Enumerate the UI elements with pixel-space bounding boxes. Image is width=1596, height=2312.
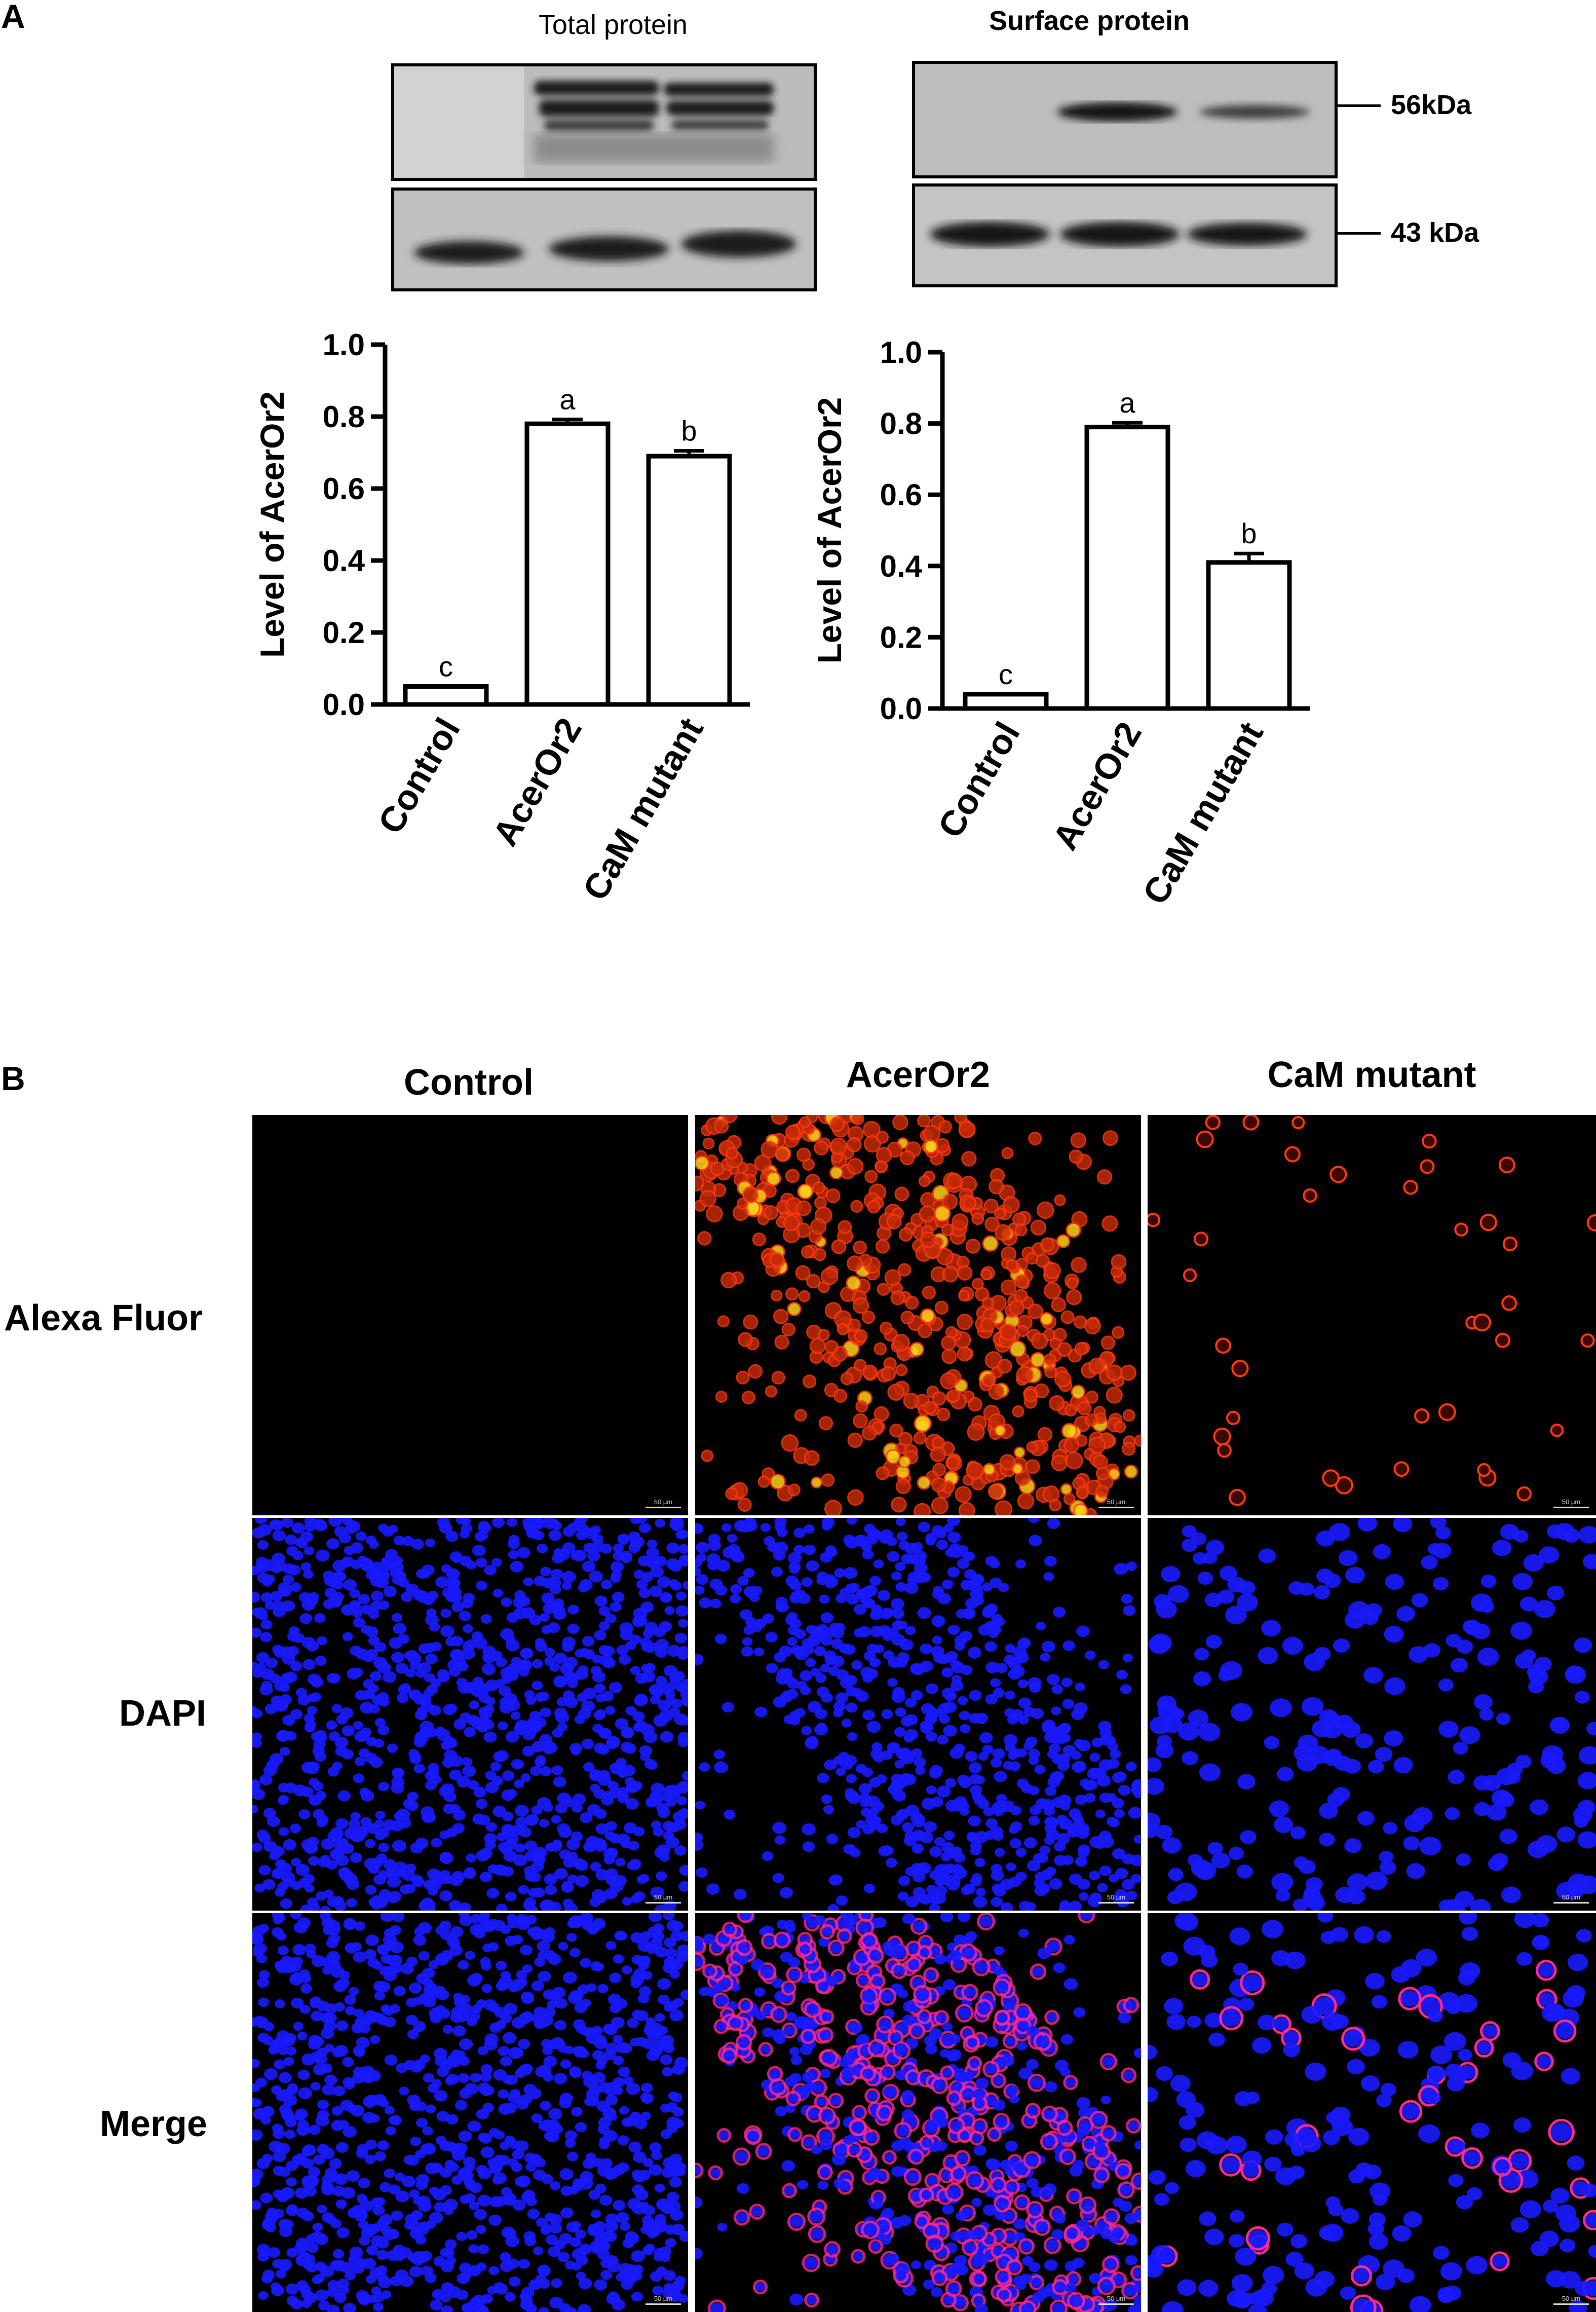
scale-bar-line <box>645 1902 681 1904</box>
chart2-ytick-label: 0.4 <box>880 549 923 583</box>
micrograph-merge-acer: 50 μm <box>695 1913 1141 2312</box>
chart1-significance-2: b <box>681 415 697 446</box>
scale-bar-label: 50 μm <box>654 2295 673 2302</box>
column-header-cam: CaM mutant <box>1267 1055 1476 1095</box>
scale-bar: 50 μm <box>1098 1498 1134 1508</box>
scale-bar: 50 μm <box>1553 1893 1589 1904</box>
panel-a-letter: A <box>1 0 25 35</box>
chart2-category-1: AcerOr2 <box>1045 716 1149 856</box>
scale-bar-label: 50 μm <box>654 1893 673 1901</box>
micrograph-alexa-control: 50 μm <box>252 1115 688 1515</box>
surface-protein-title: Surface protein <box>989 6 1190 36</box>
chart1-category-0: Control <box>370 712 468 840</box>
scale-bar-label: 50 μm <box>1107 1498 1126 1506</box>
scale-bar: 50 μm <box>1553 2295 1589 2305</box>
chart1-ytick-label: 1.0 <box>323 328 365 362</box>
scale-bar-label: 50 μm <box>1562 2295 1581 2302</box>
chart1-ytick-label: 0.8 <box>323 400 365 434</box>
panel-b-letter: B <box>1 1060 25 1097</box>
chart2-category-2: CaM mutant <box>1135 716 1271 911</box>
scale-bar: 50 μm <box>1098 1893 1134 1904</box>
scale-bar-label: 50 μm <box>1107 2295 1126 2302</box>
total-protein-blot-bottom <box>391 188 817 291</box>
marker-43kda: 43 kDa <box>1391 217 1479 248</box>
bar-charts: 0.0 0.2 0.4 0.6 0.8 1.0 Level of AcerOr2 c Contr… <box>253 328 1310 911</box>
column-header-acer: AcerOr2 <box>846 1055 991 1095</box>
marker-line-top <box>1338 104 1381 107</box>
scale-bar-label: 50 μm <box>1562 1498 1581 1506</box>
chart1-bar-2 <box>646 454 732 707</box>
total-protein-title: Total protein <box>538 10 688 40</box>
scale-bar: 50 μm <box>1098 2295 1134 2305</box>
chart1-ytick-label: 0.2 <box>323 616 365 650</box>
chart2-bar-1 <box>1084 425 1170 711</box>
chart1-category-1: AcerOr2 <box>485 712 589 852</box>
chart1-bar-1 <box>524 421 611 707</box>
micrograph-alexa-acer: 50 μm <box>695 1115 1141 1515</box>
chart1-category-2: CaM mutant <box>575 712 711 907</box>
chart2-ytick-label: 0.2 <box>880 620 922 654</box>
chart2-ytick-label: 0.8 <box>880 407 922 441</box>
scale-bar-line <box>1098 2303 1134 2305</box>
chart1-ylabel: Level of AcerOr2 <box>253 391 291 658</box>
chart1-significance-1: a <box>559 384 576 416</box>
chart2-bar-2 <box>1206 560 1292 711</box>
marker-line-bottom <box>1338 232 1381 235</box>
row-header-dapi: DAPI <box>119 1693 207 1734</box>
micrograph-dapi-cam: 50 μm <box>1148 1518 1596 1911</box>
total-protein-blot-top <box>391 63 817 181</box>
row-header-merge: Merge <box>100 2104 208 2144</box>
scale-bar-label: 50 μm <box>1107 1893 1126 1901</box>
micrograph-alexa-cam: 50 μm <box>1148 1115 1596 1515</box>
scale-bar-line <box>1098 1902 1134 1904</box>
chart2-ytick-label: 0.0 <box>880 692 922 726</box>
micrograph-merge-control: 50 μm <box>252 1913 688 2312</box>
chart2-ytick-label: 0.6 <box>880 478 922 512</box>
chart2-significance-2: b <box>1241 517 1257 549</box>
scale-bar-line <box>1553 1902 1589 1904</box>
scale-bar: 50 μm <box>645 2295 681 2305</box>
scale-bar-line <box>645 2303 681 2305</box>
surface-protein-blot-bottom <box>912 183 1338 287</box>
micrograph-merge-cam: 50 μm <box>1148 1913 1596 2312</box>
row-header-alexa: Alexa Fluor <box>4 1298 203 1338</box>
column-header-control: Control <box>404 1062 534 1103</box>
chart1-ytick-label: 0.0 <box>323 688 365 722</box>
chart2-ylabel: Level of AcerOr2 <box>811 397 848 664</box>
scale-bar-line <box>1098 1507 1134 1508</box>
marker-56kda: 56kDa <box>1391 90 1472 120</box>
scale-bar-label: 50 μm <box>654 1498 673 1506</box>
scale-bar-label: 50 μm <box>1562 1893 1581 1901</box>
chart2-significance-0: c <box>999 658 1013 690</box>
chart1-significance-0: c <box>439 651 453 683</box>
scale-bar: 50 μm <box>645 1893 681 1904</box>
chart2-significance-1: a <box>1119 387 1135 419</box>
chart2-category-0: Control <box>930 716 1028 844</box>
micrograph-dapi-control: 50 μm <box>252 1518 688 1911</box>
scale-bar-line <box>645 1507 681 1508</box>
scale-bar-line <box>1553 1507 1589 1508</box>
surface-protein-blot-top <box>912 61 1338 178</box>
chart1-bar-0 <box>403 684 489 707</box>
scale-bar-line <box>1553 2303 1589 2305</box>
chart1-ytick-label: 0.4 <box>323 544 365 578</box>
chart2-ytick-label: 1.0 <box>880 335 922 369</box>
scale-bar: 50 μm <box>1553 1498 1589 1508</box>
chart1-ytick-label: 0.6 <box>323 472 365 506</box>
scale-bar: 50 μm <box>645 1498 681 1508</box>
chart2-bar-0 <box>963 692 1049 711</box>
micrograph-dapi-acer: 50 μm <box>695 1518 1141 1911</box>
